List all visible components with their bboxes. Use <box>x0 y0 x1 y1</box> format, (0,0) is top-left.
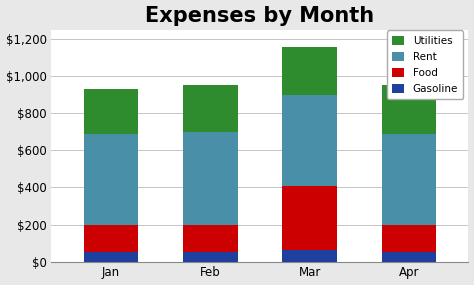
Bar <box>283 46 337 95</box>
Legend: Utilities, Rent, Food, Gasoline: Utilities, Rent, Food, Gasoline <box>387 30 463 99</box>
Bar <box>183 86 237 132</box>
Bar <box>382 134 436 225</box>
Bar <box>84 89 138 134</box>
Bar <box>183 132 237 225</box>
Bar <box>84 252 138 262</box>
Bar <box>283 186 337 251</box>
Bar <box>283 95 337 186</box>
Bar <box>382 252 436 262</box>
Bar <box>84 225 138 252</box>
Bar <box>382 225 436 252</box>
Bar <box>183 225 237 252</box>
Bar <box>382 86 436 134</box>
Bar <box>84 134 138 225</box>
Bar <box>183 252 237 262</box>
Bar <box>283 251 337 262</box>
Title: Expenses by Month: Expenses by Month <box>146 5 374 26</box>
